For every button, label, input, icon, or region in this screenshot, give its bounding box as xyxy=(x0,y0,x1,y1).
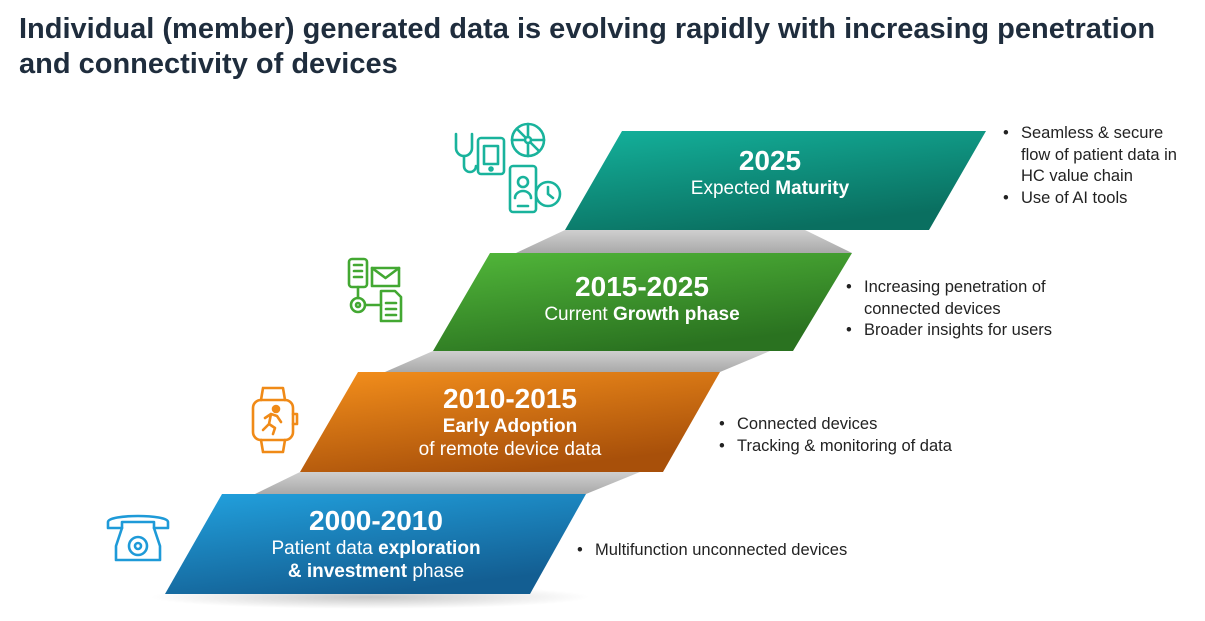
bullet-item: Broader insights for users xyxy=(845,320,1085,342)
step-phase-line: Expected Maturity xyxy=(690,178,850,199)
step-phase-line-2: of remote device data xyxy=(418,439,602,460)
step-period: 2010-2015 xyxy=(443,383,577,414)
telephone-icon xyxy=(106,514,170,562)
step-2015-2025-label: 2015-2025 Current Growth phase xyxy=(512,271,772,326)
step-2025-shape xyxy=(565,131,986,230)
bullet-item: Seamless & secure flow of patient data i… xyxy=(1002,123,1192,188)
step-period: 2015-2025 xyxy=(575,271,709,302)
step-2000-2010-label: 2000-2010 Patient data exploration & inv… xyxy=(226,505,526,583)
riser-3 xyxy=(255,472,640,494)
step-period: 2025 xyxy=(738,145,802,176)
connected-health-devices-icon xyxy=(454,122,562,214)
fitness-smartwatch-icon xyxy=(251,386,299,454)
step-phase-line: Patient data exploration xyxy=(271,538,481,559)
step-phase-line: Early Adoption xyxy=(442,416,578,437)
step-phase-line: Current Growth phase xyxy=(544,304,740,325)
step-2010-2015-label: 2010-2015 Early Adoption of remote devic… xyxy=(380,383,640,461)
step-2000-2010-shape xyxy=(165,494,586,594)
bullet-item: Multifunction unconnected devices xyxy=(576,540,896,562)
step-2010-2015-shape xyxy=(300,372,720,472)
bullet-item: Increasing penetration of connected devi… xyxy=(845,277,1085,320)
step-2015-2025-bullets: Increasing penetration of connected devi… xyxy=(845,277,1085,342)
step-2025-label: 2025 Expected Maturity xyxy=(640,145,900,200)
step-2015-2025-shape xyxy=(433,253,852,351)
step-2010-2015-bullets: Connected devices Tracking & monitoring … xyxy=(718,414,1018,457)
step-phase-line-2: & investment phase xyxy=(287,561,465,582)
bullet-item: Connected devices xyxy=(718,414,1018,436)
step-2025-bullets: Seamless & secure flow of patient data i… xyxy=(1002,123,1192,209)
riser-2 xyxy=(385,351,770,372)
riser-1 xyxy=(516,230,852,253)
step-period: 2000-2010 xyxy=(309,505,443,536)
phone-mail-document-network-icon xyxy=(347,257,403,323)
page-title: Individual (member) generated data is ev… xyxy=(19,13,1156,80)
bullet-item: Use of AI tools xyxy=(1002,188,1192,210)
bullet-item: Tracking & monitoring of data xyxy=(718,436,1018,458)
step-2000-2010-bullets: Multifunction unconnected devices xyxy=(576,540,896,562)
